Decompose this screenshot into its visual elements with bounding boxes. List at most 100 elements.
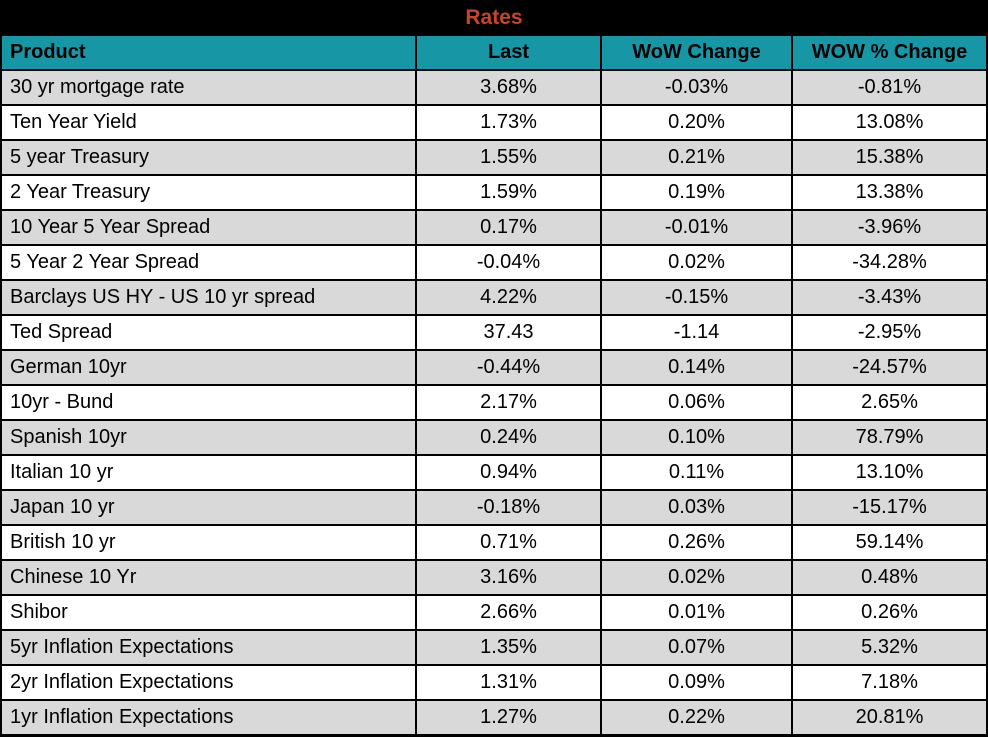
cell-wow-change: 0.22% <box>602 701 793 734</box>
table-row: 10yr - Bund 2.17% 0.06% 2.65% <box>2 386 986 421</box>
cell-wow-change: -0.01% <box>602 211 793 244</box>
cell-product: Barclays US HY - US 10 yr spread <box>2 281 417 314</box>
cell-wow-change: 0.11% <box>602 456 793 489</box>
cell-last: 1.59% <box>417 176 602 209</box>
cell-wow-pct-change: -3.43% <box>857 286 922 308</box>
table-row: 2yr Inflation Expectations 1.31% 0.09% 7.18… <box>2 666 986 701</box>
cell-wow-pct-change: -0.81% <box>857 76 922 98</box>
table-row: German 10yr -0.44% 0.14% -24.57% <box>2 351 986 386</box>
column-header-last: Last <box>417 36 602 69</box>
cell-wow-change: 0.02% <box>602 246 793 279</box>
cell-last: 1.73% <box>417 106 602 139</box>
cell-product: Spanish 10yr <box>2 421 417 454</box>
cell-wow-pct-change: 15.38% <box>855 146 924 168</box>
cell-wow-change: 0.09% <box>602 666 793 699</box>
cell-last: 1.27% <box>417 701 602 734</box>
cell-product: Chinese 10 Yr <box>2 561 417 594</box>
column-header-wow-change: WoW Change <box>602 36 793 69</box>
cell-last: 37.43 <box>417 316 602 349</box>
cell-wow-pct-change: 59.14% <box>855 531 924 553</box>
cell-product: 10yr - Bund <box>2 386 417 419</box>
table-title: Rates <box>465 6 523 29</box>
cell-product: 5 Year 2 Year Spread <box>2 246 417 279</box>
table-title-bar: Rates <box>0 0 988 36</box>
cell-wow-pct-change: 78.79% <box>855 426 924 448</box>
cell-wow-pct-change: 0.48% <box>861 566 918 588</box>
cell-last: 1.31% <box>417 666 602 699</box>
cell-wow-change: 0.20% <box>602 106 793 139</box>
cell-last: 1.35% <box>417 631 602 664</box>
cell-product: 10 Year 5 Year Spread <box>2 211 417 244</box>
cell-last: 3.68% <box>417 71 602 104</box>
table-row: British 10 yr 0.71% 0.26% 59.14% <box>2 526 986 561</box>
cell-last: 1.55% <box>417 141 602 174</box>
cell-last: -0.18% <box>417 491 602 524</box>
table-row: Ted Spread 37.43 -1.14 -2.95% <box>2 316 986 351</box>
cell-wow-change: 0.07% <box>602 631 793 664</box>
column-header-product: Product <box>2 36 417 69</box>
cell-last: 2.66% <box>417 596 602 629</box>
cell-wow-pct-change: 2.65% <box>861 391 918 413</box>
table-body: 30 yr mortgage rate 3.68% -0.03% -0.81% Ten … <box>2 71 986 736</box>
table-row: Japan 10 yr -0.18% 0.03% -15.17% <box>2 491 986 526</box>
cell-product: Italian 10 yr <box>2 456 417 489</box>
table-row: 30 yr mortgage rate 3.68% -0.03% -0.81% <box>2 71 986 106</box>
cell-wow-pct-change: 13.10% <box>855 461 924 483</box>
table-row: 1yr Inflation Expectations 1.27% 0.22% 20.8… <box>2 701 986 736</box>
cell-wow-pct-change: -3.96% <box>857 216 922 238</box>
cell-wow-change: 0.06% <box>602 386 793 419</box>
column-header-wow-pct-change: WOW % Change <box>811 41 968 63</box>
cell-wow-change: 0.19% <box>602 176 793 209</box>
cell-last: -0.44% <box>417 351 602 384</box>
cell-wow-pct-change: 5.32% <box>861 636 918 658</box>
cell-product: Japan 10 yr <box>2 491 417 524</box>
table-row: Italian 10 yr 0.94% 0.11% 13.10% <box>2 456 986 491</box>
cell-wow-change: 0.03% <box>602 491 793 524</box>
table-row: Barclays US HY - US 10 yr spread 4.22% -0.… <box>2 281 986 316</box>
table-row: 5yr Inflation Expectations 1.35% 0.07% 5.32… <box>2 631 986 666</box>
cell-wow-change: 0.02% <box>602 561 793 594</box>
cell-wow-change: 0.01% <box>602 596 793 629</box>
cell-last: 0.71% <box>417 526 602 559</box>
cell-wow-pct-change: 20.81% <box>855 706 924 728</box>
cell-last: -0.04% <box>417 246 602 279</box>
cell-product: 5yr Inflation Expectations <box>2 631 417 664</box>
table-row: 5 Year 2 Year Spread -0.04% 0.02% -34.28% <box>2 246 986 281</box>
cell-product: Ted Spread <box>2 316 417 349</box>
table-row: 5 year Treasury 1.55% 0.21% 15.38% <box>2 141 986 176</box>
cell-product: German 10yr <box>2 351 417 384</box>
table-header-row: Product Last WoW Change WOW % Change <box>2 36 986 71</box>
cell-wow-pct-change: 0.26% <box>861 601 918 623</box>
cell-wow-pct-change: -24.57% <box>852 356 927 378</box>
table-row: 2 Year Treasury 1.59% 0.19% 13.38% <box>2 176 986 211</box>
cell-wow-change: -0.15% <box>602 281 793 314</box>
cell-last: 0.17% <box>417 211 602 244</box>
cell-product: Shibor <box>2 596 417 629</box>
cell-product: 5 year Treasury <box>2 141 417 174</box>
table-row: Spanish 10yr 0.24% 0.10% 78.79% <box>2 421 986 456</box>
table-row: Shibor 2.66% 0.01% 0.26% <box>2 596 986 631</box>
cell-wow-pct-change: 13.08% <box>855 111 924 133</box>
cell-product: 30 yr mortgage rate <box>2 71 417 104</box>
table-row: Chinese 10 Yr 3.16% 0.02% 0.48% <box>2 561 986 596</box>
table-row: 10 Year 5 Year Spread 0.17% -0.01% -3.96% <box>2 211 986 246</box>
cell-wow-change: 0.10% <box>602 421 793 454</box>
cell-last: 0.94% <box>417 456 602 489</box>
cell-last: 2.17% <box>417 386 602 419</box>
cell-product: British 10 yr <box>2 526 417 559</box>
cell-wow-change: 0.26% <box>602 526 793 559</box>
cell-product: 2 Year Treasury <box>2 176 417 209</box>
cell-last: 4.22% <box>417 281 602 314</box>
cell-wow-change: 0.21% <box>602 141 793 174</box>
cell-wow-pct-change: 13.38% <box>855 181 924 203</box>
table-row: Ten Year Yield 1.73% 0.20% 13.08% <box>2 106 986 141</box>
cell-last: 0.24% <box>417 421 602 454</box>
cell-wow-pct-change: -15.17% <box>852 496 927 518</box>
cell-product: 1yr Inflation Expectations <box>2 701 417 734</box>
cell-product: Ten Year Yield <box>2 106 417 139</box>
cell-wow-change: -1.14 <box>602 316 793 349</box>
cell-wow-change: 0.14% <box>602 351 793 384</box>
cell-last: 3.16% <box>417 561 602 594</box>
cell-wow-pct-change: -2.95% <box>857 321 922 343</box>
